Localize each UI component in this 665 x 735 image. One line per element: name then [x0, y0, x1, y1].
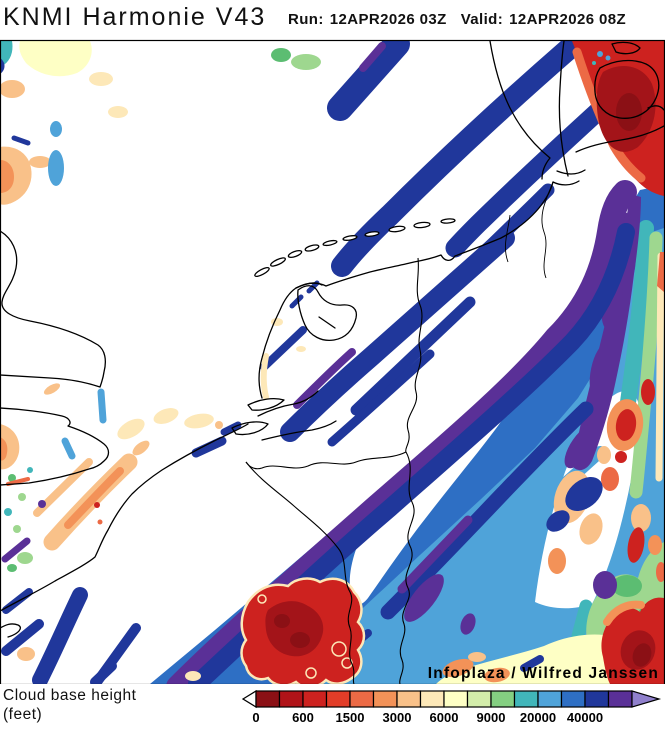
cloud-region-pale-yellow [436, 252, 664, 684]
cloud-patches-west [1, 41, 321, 681]
legend-unit: (feet) [3, 706, 43, 723]
legend-cell [349, 690, 375, 708]
legend-cell [255, 690, 281, 708]
cloud-blob-red-south [240, 577, 366, 684]
legend-cell [396, 690, 422, 708]
legend-cell [607, 690, 633, 708]
legend-cell [584, 690, 610, 708]
legend-tick-label: 0 [252, 710, 259, 725]
legend-title: Cloud base height [3, 687, 137, 704]
legend-cell [560, 690, 586, 708]
legend-cell [443, 690, 469, 708]
legend-tick-label: 40000 [567, 710, 603, 725]
page-title: KNMI Harmonie V43 [3, 3, 267, 31]
legend-cell [466, 690, 492, 708]
legend-colorbar: 0 600 1500 3000 6000 9000 20000 40000 [242, 690, 662, 725]
valid-label: Valid: [460, 11, 504, 28]
valid-value: 12APR2026 08Z [509, 11, 627, 28]
legend-cell [419, 690, 445, 708]
legend-tick-label: 1500 [336, 710, 365, 725]
legend-cell [490, 690, 516, 708]
header: KNMI Harmonie V43 Run: 12APR2026 03Z Valid… [0, 0, 665, 40]
legend: Cloud base height (feet) 0 600 1500 3000 600… [0, 684, 665, 735]
legend-left-arrow [242, 690, 257, 709]
legend-cell [537, 690, 563, 708]
legend-tick-label: 3000 [383, 710, 412, 725]
legend-tick-label: 9000 [477, 710, 506, 725]
cloud-region-red-southeast-corner [601, 562, 664, 684]
run-value: 12APR2026 03Z [329, 11, 447, 28]
legend-tick-label: 6000 [430, 710, 459, 725]
legend-cell [325, 690, 351, 708]
legend-text: Cloud base height (feet) [3, 686, 136, 724]
legend-cell [302, 690, 328, 708]
coastlines [1, 41, 664, 638]
run-valid-info: Run: 12APR2026 03Z Valid: 12APR2026 08Z [288, 11, 632, 28]
legend-cell [372, 690, 398, 708]
country-borders [245, 181, 554, 684]
attribution: Infoplaza / Wilfred Janssen [428, 665, 659, 682]
run-label: Run: [288, 11, 324, 28]
legend-right-arrow [631, 690, 662, 708]
legend-tick-label: 20000 [520, 710, 556, 725]
legend-tick-label: 600 [292, 710, 314, 725]
legend-cell [278, 690, 304, 708]
legend-cell [513, 690, 539, 708]
